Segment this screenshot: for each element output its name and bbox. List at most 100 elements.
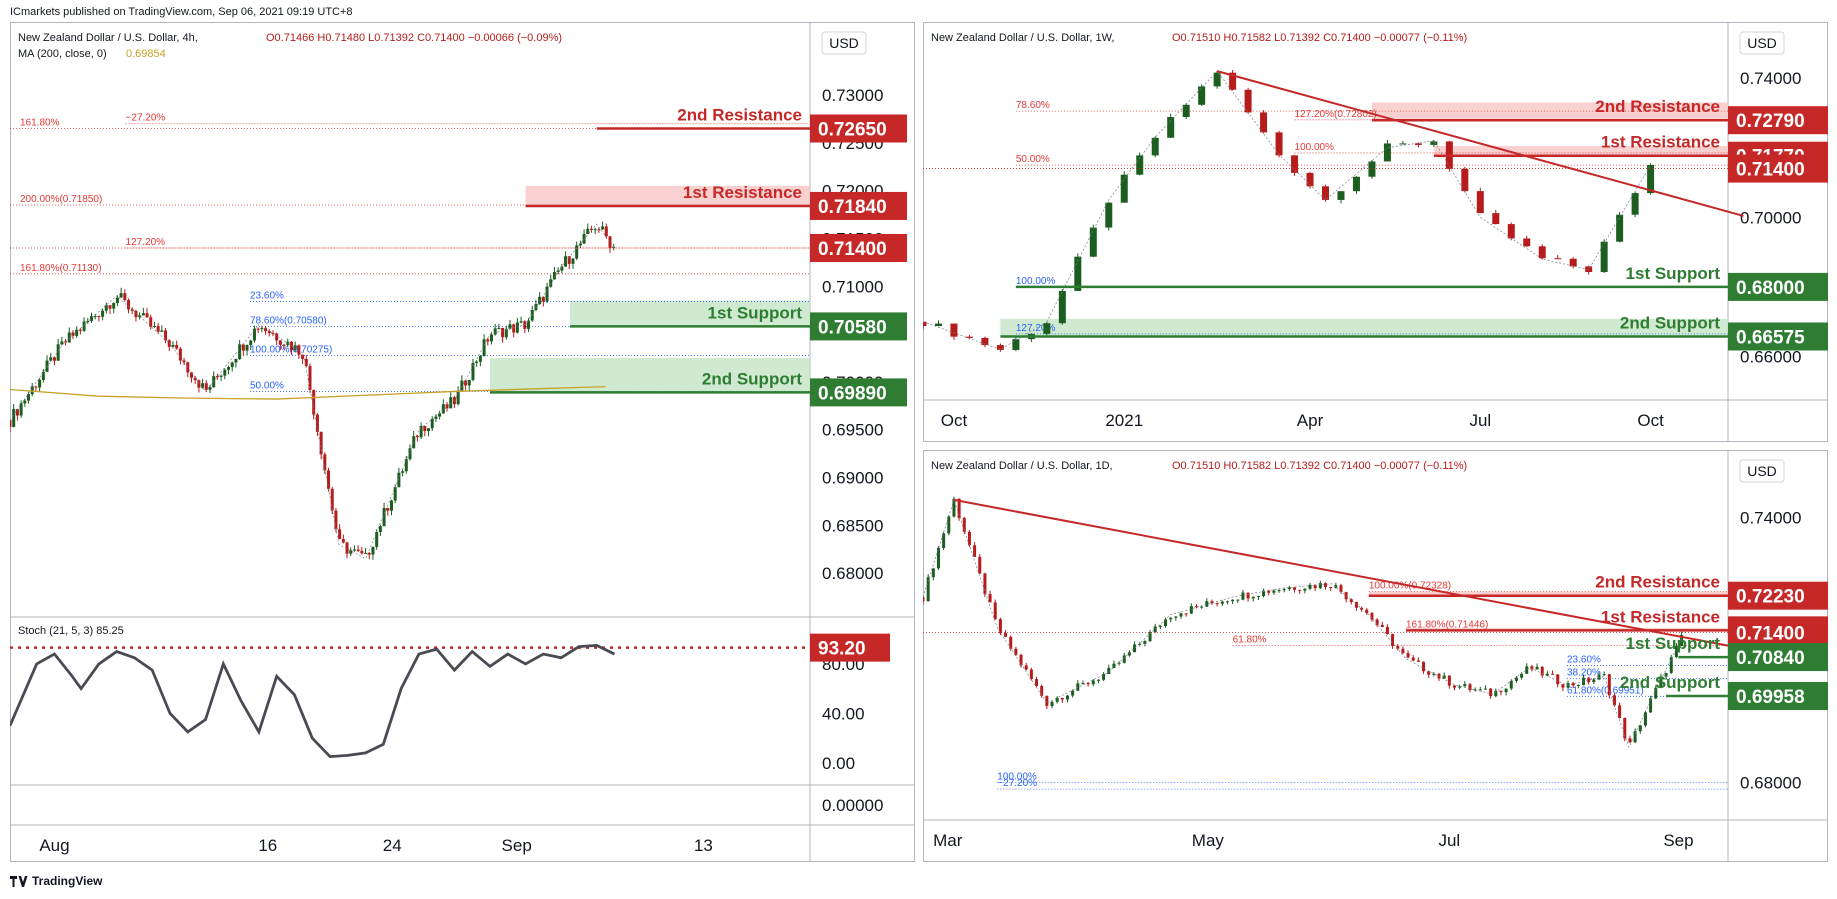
candle-body: [1318, 583, 1322, 589]
currency-label: USD: [1747, 35, 1777, 51]
sup-level-label: 2nd Support: [702, 369, 802, 388]
candle-body: [97, 316, 101, 318]
fib-label: 38.20%: [1567, 668, 1601, 679]
candle-body: [549, 279, 553, 287]
candle-body: [1179, 613, 1183, 617]
candle-body: [1654, 687, 1658, 699]
candle-body: [1458, 686, 1462, 688]
candle-body: [1065, 695, 1069, 700]
candle-body: [1241, 592, 1245, 600]
chart-1w[interactable]: New Zealand Dollar / U.S. Dollar, 1W, O0.…: [923, 22, 1828, 442]
candle-body: [1576, 685, 1580, 687]
candle-body: [1600, 241, 1608, 272]
pattern-zigzag: [10, 223, 615, 560]
candle-body: [1293, 587, 1297, 590]
candle-body: [260, 327, 264, 329]
candle-body: [1607, 674, 1611, 696]
candle-body: [936, 547, 940, 569]
candle-body: [389, 500, 393, 511]
candle-body: [312, 389, 316, 415]
candle-body: [1643, 712, 1647, 726]
stoch-line: [10, 643, 616, 759]
candle-body: [371, 546, 375, 555]
price-badge-value: 0.68000: [1736, 278, 1805, 299]
time-tick-label: May: [1192, 831, 1225, 850]
candle-body: [1148, 632, 1152, 642]
time-tick-label: 24: [383, 836, 402, 855]
candle-body: [512, 324, 516, 333]
candle-body: [981, 337, 989, 346]
candle-body: [1138, 643, 1142, 645]
candle-body: [1225, 601, 1229, 603]
fib-label: 61.80%: [1233, 635, 1267, 646]
candle-body: [1251, 596, 1255, 599]
candle-body: [1291, 155, 1299, 173]
price-badge: [1728, 682, 1828, 711]
candle-body: [245, 344, 249, 351]
time-tick-label: Aug: [39, 836, 69, 855]
time-tick-label: 2021: [1105, 411, 1143, 430]
candle-body: [315, 414, 319, 432]
candle-body: [1089, 227, 1097, 257]
stoch-label: Stoch (21, 5, 3) 85.25: [18, 625, 124, 637]
candle-body: [586, 228, 590, 234]
fib-label: 50.00%: [250, 380, 284, 391]
candle-body: [1478, 689, 1482, 691]
pattern-zigzag: [923, 70, 1651, 350]
price-badge: [1728, 581, 1828, 610]
candle-body: [947, 516, 951, 534]
candle-body: [486, 339, 490, 342]
candle-body: [530, 310, 534, 321]
chart-4h[interactable]: New Zealand Dollar / U.S. Dollar, 4h, O0.…: [10, 22, 915, 862]
candle-body: [434, 416, 438, 419]
candle-body: [1391, 634, 1395, 646]
currency-label: USD: [1747, 463, 1777, 479]
candle-body: [41, 371, 45, 380]
time-tick-label: Mar: [933, 831, 963, 850]
candle-body: [423, 425, 427, 432]
chart-title: New Zealand Dollar / U.S. Dollar, 4h,: [18, 32, 198, 44]
fib-label: 200.00%(0.71850): [20, 194, 102, 205]
chart-1d-panel[interactable]: New Zealand Dollar / U.S. Dollar, 1D, O0.…: [923, 450, 1828, 862]
candle-body: [1229, 72, 1237, 90]
candle-body: [127, 300, 131, 310]
candle-body: [1587, 677, 1591, 683]
fib-label: 161.80%(0.71446): [1406, 619, 1488, 630]
tradingview-footer[interactable]: TradingView: [10, 874, 102, 888]
candle-body: [382, 508, 386, 527]
price-tick-label: 0.66000: [1740, 348, 1801, 367]
candle-body: [1430, 141, 1438, 145]
candle-body: [1029, 669, 1033, 680]
currency-button: [1739, 31, 1785, 55]
candle-body: [308, 365, 312, 390]
candle-body: [112, 303, 116, 309]
candle-body: [1267, 590, 1271, 593]
candle-body: [1107, 667, 1111, 675]
price-badge-value: 0.69958: [1736, 687, 1805, 708]
candle-body: [10, 420, 12, 427]
fib-label: 100.00%: [1016, 276, 1056, 287]
candle-body: [360, 550, 364, 554]
candle-body: [1659, 676, 1663, 688]
price-badge: [1728, 643, 1828, 672]
chart-1w-panel[interactable]: New Zealand Dollar / U.S. Dollar, 1W, O0.…: [923, 22, 1828, 442]
trendline: [953, 498, 1729, 647]
chart-1d[interactable]: New Zealand Dollar / U.S. Dollar, 1D, O0.…: [923, 450, 1828, 862]
candle-body: [1638, 725, 1642, 732]
candle-body: [493, 328, 497, 335]
candle-body: [289, 341, 293, 351]
candle-body: [267, 331, 271, 333]
candle-body: [1076, 683, 1080, 691]
candle-body: [1045, 695, 1049, 707]
chart-4h-panel[interactable]: New Zealand Dollar / U.S. Dollar, 4h, O0.…: [10, 22, 915, 862]
candle-body: [49, 357, 53, 361]
candle-body: [219, 375, 223, 377]
candle-body: [471, 362, 475, 380]
candle-body: [593, 229, 597, 231]
candle-body: [404, 459, 408, 472]
candle-body: [1308, 584, 1312, 589]
candle-body: [278, 340, 282, 345]
candle-body: [567, 256, 571, 264]
candle-body: [115, 297, 119, 304]
tradingview-logo-icon: [10, 875, 28, 887]
